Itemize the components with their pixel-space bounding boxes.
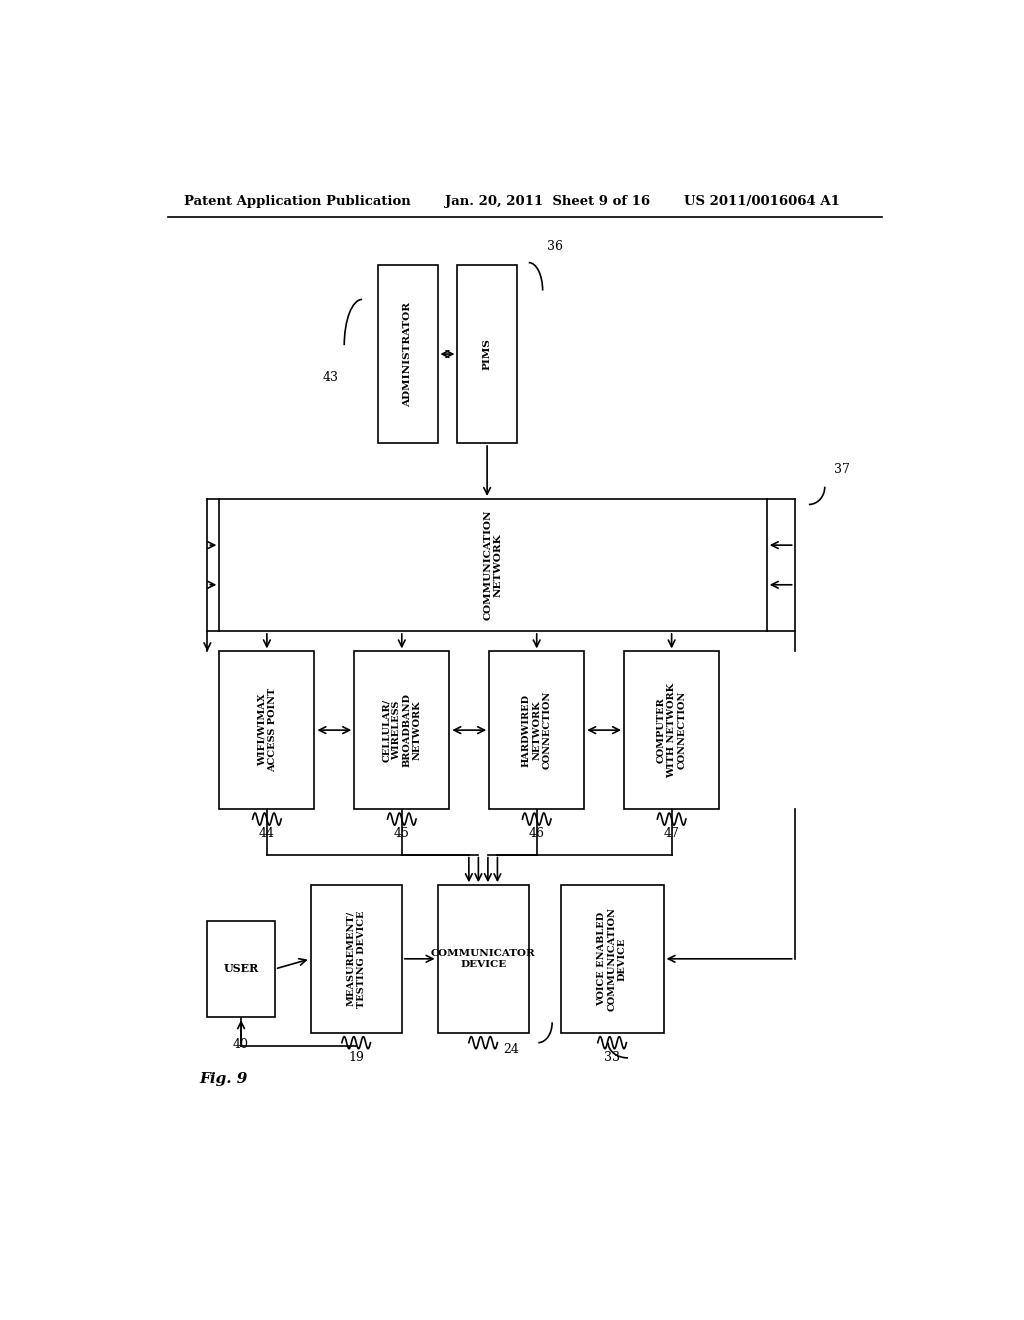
- Text: HARDWIRED
NETWORK
CONNECTION: HARDWIRED NETWORK CONNECTION: [522, 690, 552, 770]
- Text: Patent Application Publication: Patent Application Publication: [183, 194, 411, 207]
- Bar: [489, 651, 585, 809]
- Bar: [219, 651, 314, 809]
- Text: US 2011/0016064 A1: US 2011/0016064 A1: [684, 194, 840, 207]
- Text: 47: 47: [664, 828, 680, 841]
- Text: COMMUNICATOR
DEVICE: COMMUNICATOR DEVICE: [431, 949, 536, 969]
- Text: 40: 40: [233, 1038, 249, 1051]
- Bar: [310, 886, 401, 1032]
- Text: USER: USER: [223, 964, 259, 974]
- Text: 24: 24: [503, 1043, 519, 1056]
- Text: 43: 43: [323, 371, 338, 384]
- Bar: [207, 921, 274, 1018]
- Text: WIFI/WIMAX
ACCESS POINT: WIFI/WIMAX ACCESS POINT: [257, 688, 276, 772]
- Text: 37: 37: [835, 463, 850, 477]
- Bar: [219, 499, 767, 631]
- Text: MEASUREMENT/
TESTING DEVICE: MEASUREMENT/ TESTING DEVICE: [346, 909, 366, 1007]
- Text: 19: 19: [348, 1051, 365, 1064]
- Text: VOICE ENABLED
COMMUNICATION
DEVICE: VOICE ENABLED COMMUNICATION DEVICE: [597, 907, 627, 1011]
- Bar: [378, 265, 437, 444]
- Text: Jan. 20, 2011  Sheet 9 of 16: Jan. 20, 2011 Sheet 9 of 16: [445, 194, 650, 207]
- Text: CELLULAR/
WIRELESS
BROADBAND
NETWORK: CELLULAR/ WIRELESS BROADBAND NETWORK: [382, 693, 422, 767]
- Bar: [560, 886, 664, 1032]
- Text: 36: 36: [547, 240, 563, 253]
- Text: 33: 33: [604, 1051, 621, 1064]
- Text: 45: 45: [394, 828, 410, 841]
- Text: 46: 46: [528, 828, 545, 841]
- Text: COMMUNICATION
NETWORK: COMMUNICATION NETWORK: [483, 510, 503, 620]
- Text: COMPUTER
WITH NETWORK
CONNECTION: COMPUTER WITH NETWORK CONNECTION: [656, 682, 686, 777]
- Bar: [458, 265, 517, 444]
- Text: ADMINISTRATOR: ADMINISTRATOR: [403, 301, 413, 407]
- Bar: [354, 651, 450, 809]
- Text: 44: 44: [259, 828, 274, 841]
- Bar: [624, 651, 719, 809]
- Text: PIMS: PIMS: [482, 338, 492, 370]
- Text: Fig. 9: Fig. 9: [200, 1072, 248, 1086]
- Bar: [437, 886, 528, 1032]
